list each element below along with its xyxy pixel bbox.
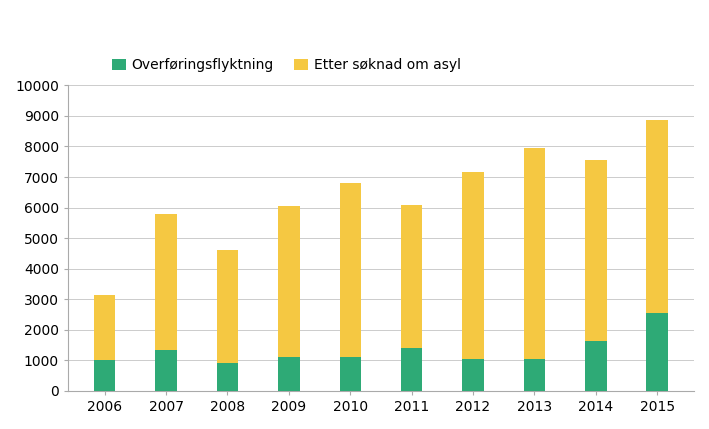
- Legend: Overføringsflyktning, Etter søknad om asyl: Overføringsflyktning, Etter søknad om as…: [106, 52, 467, 78]
- Bar: [217, 251, 238, 363]
- Bar: [340, 357, 361, 391]
- Bar: [585, 341, 606, 391]
- Bar: [647, 121, 668, 313]
- Bar: [278, 206, 300, 357]
- Bar: [462, 359, 484, 391]
- Bar: [401, 348, 423, 391]
- Bar: [278, 357, 300, 391]
- Bar: [647, 313, 668, 391]
- Bar: [524, 148, 545, 359]
- Bar: [340, 183, 361, 357]
- Bar: [94, 360, 116, 391]
- Bar: [401, 205, 423, 348]
- Bar: [524, 359, 545, 391]
- Bar: [155, 214, 177, 350]
- Bar: [585, 160, 606, 341]
- Bar: [94, 295, 116, 360]
- Bar: [155, 350, 177, 391]
- Bar: [462, 172, 484, 359]
- Bar: [217, 363, 238, 391]
